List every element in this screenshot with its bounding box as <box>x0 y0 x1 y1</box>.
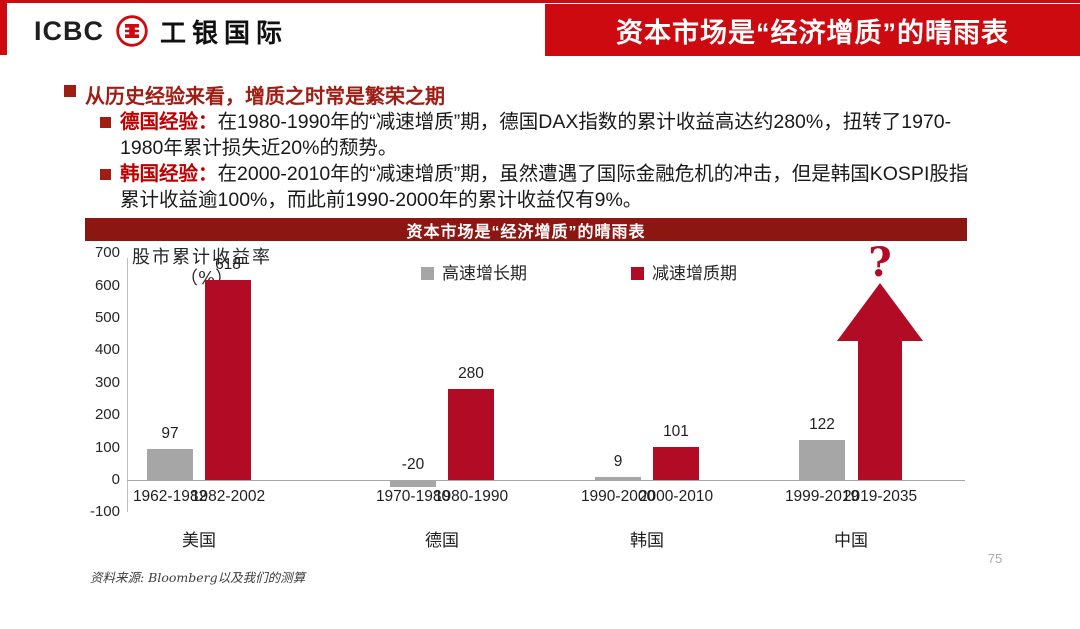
bullet-square-icon <box>64 85 76 97</box>
bullet-germany-lead: 德国经验： <box>120 111 218 133</box>
bullet-main: 从历史经验来看，增质之时常是繁荣之期 <box>64 80 445 109</box>
country-label: 德国 <box>425 531 459 551</box>
bar-value-label: -20 <box>401 456 425 473</box>
y-tick-label: 700 <box>94 244 120 262</box>
chart-plot: 股市累计收益率 （%） 700 600 500 400 300 200 100 0 -100 高速… <box>85 239 980 551</box>
x-axis-label: 2019-2035 <box>842 488 918 505</box>
bullet-main-text: 从历史经验来看，增质之时常是繁荣之期 <box>85 86 445 108</box>
top-red-rule <box>0 0 1080 3</box>
x-axis-line <box>127 480 965 481</box>
x-axis-label: 2000-2010 <box>638 488 714 505</box>
question-mark: ? <box>868 239 892 286</box>
bar-value-label: 280 <box>458 365 484 383</box>
chart-bar <box>595 477 641 480</box>
icbc-logo: ICBC 工银国际 <box>34 12 288 50</box>
legend-label: 减速增质期 <box>652 264 737 284</box>
icbc-seal-icon <box>114 13 150 49</box>
y-axis-line <box>127 258 128 512</box>
chart-bar <box>147 448 193 480</box>
page-number: 75 <box>987 551 1003 566</box>
y-axis-title-line1: 股市累计收益率 <box>132 247 272 268</box>
logo-text-icbc: ICBC <box>34 15 104 46</box>
legend-swatch-red <box>631 267 644 280</box>
bullet-germany-text: 在1980-1990年的“减速增质”期，德国DAX指数的累计收益高达约280%，… <box>120 111 952 159</box>
slide-title: 资本市场是“经济增质”的晴雨表 <box>616 17 1009 48</box>
x-axis-label: 1962-1982 <box>132 488 208 505</box>
chart-title-bar: 资本市场是“经济增质”的晴雨表 <box>85 218 967 241</box>
y-tick-label: 400 <box>94 341 120 359</box>
y-tick-label: 300 <box>94 373 120 391</box>
country-label: 美国 <box>182 531 216 551</box>
source-note: 资料来源: Bloomberg以及我们的测算 <box>90 570 306 585</box>
bar-value-label: 97 <box>161 424 179 442</box>
y-tick-label: 600 <box>94 276 120 294</box>
bullet-germany: 德国经验：在1980-1990年的“减速增质”期，德国DAX指数的累计收益高达约… <box>100 109 982 161</box>
china-forecast-arrow <box>837 283 923 480</box>
bullet-square-icon <box>100 117 111 128</box>
bullet-square-icon <box>100 169 111 180</box>
legend-swatch-gray <box>421 267 434 280</box>
y-tick-label: 0 <box>111 471 120 488</box>
bullet-korea: 韩国经验：在2000-2010年的“减速增质”期，虽然遭遇了国际金融危机的冲击，… <box>100 161 982 213</box>
bar-value-label: 9 <box>613 453 623 471</box>
x-axis-label: 1999-2019 <box>784 488 860 505</box>
bullet-korea-lead: 韩国经验： <box>120 163 218 185</box>
chart-bar <box>799 440 845 480</box>
bar-value-label: 101 <box>663 423 689 441</box>
y-tick-label: -100 <box>89 503 120 521</box>
y-tick-label: 100 <box>94 438 120 456</box>
chart-bar <box>653 447 699 480</box>
legend-label: 高速增长期 <box>442 264 527 284</box>
y-tick-label: 500 <box>94 309 120 327</box>
x-axis-label: 1982-2002 <box>190 488 266 505</box>
x-axis-label: 1980-1990 <box>433 488 509 505</box>
chart-bar <box>205 279 251 480</box>
y-tick-label: 200 <box>94 406 120 424</box>
x-axis-label: 1970-1980 <box>375 488 451 505</box>
chart-title: 资本市场是“经济增质”的晴雨表 <box>406 223 646 241</box>
x-axis-label: 1990-2000 <box>580 488 656 505</box>
left-red-bar <box>0 0 7 55</box>
logo-text-cn: 工银国际 <box>160 17 289 48</box>
bullet-korea-text: 在2000-2010年的“减速增质”期，虽然遭遇了国际金融危机的冲击，但是韩国K… <box>120 163 969 211</box>
country-label: 韩国 <box>630 531 664 551</box>
chart-bar <box>390 481 436 488</box>
chart-bar <box>448 389 494 480</box>
slide-title-banner: 资本市场是“经济增质”的晴雨表 <box>545 4 1080 56</box>
bar-value-label: 618 <box>215 255 241 273</box>
bar-value-label: 122 <box>809 416 835 434</box>
country-label: 中国 <box>834 531 868 551</box>
